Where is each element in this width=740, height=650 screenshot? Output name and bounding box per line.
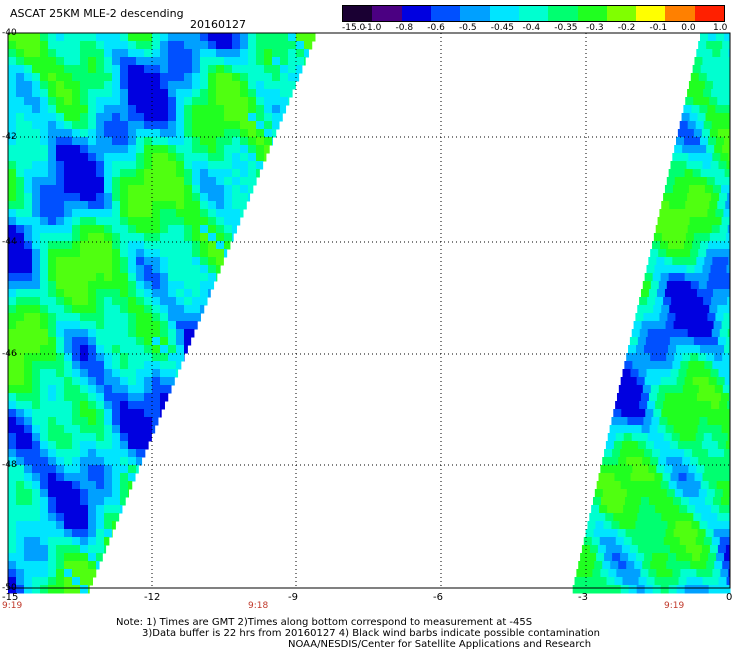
colorbar-tick-label: -15.0: [342, 23, 366, 33]
colorbar-swatch: [372, 6, 402, 21]
time-label-left: 9:19: [2, 601, 23, 611]
time-label-mid: 9:18: [248, 601, 269, 611]
note-line-1: Note: 1) Times are GMT 2)Times along bot…: [116, 617, 533, 628]
colorbar-tick-label: -0.3: [586, 23, 604, 33]
latitude-tick-label: -44: [2, 237, 17, 247]
latitude-tick-label: -50: [2, 583, 17, 593]
date-label: 20160127: [190, 18, 246, 31]
colorbar-swatch: [577, 6, 607, 21]
longitude-tick-label: -3: [578, 592, 588, 603]
latitude-tick-label: -46: [2, 349, 17, 359]
colorbar-swatch: [518, 6, 549, 21]
colorbar-swatch: [430, 6, 461, 21]
colorbar-tick-label: -1.0: [363, 23, 382, 33]
colorbar-swatch: [460, 6, 490, 21]
longitude-tick-label: 0: [726, 592, 733, 603]
colorbar-tick-label: -0.1: [649, 23, 668, 33]
colorbar-tick-label: -0.8: [395, 23, 414, 33]
time-label-right: 9:19: [664, 601, 685, 611]
product-title: ASCAT 25KM MLE-2 descending: [10, 7, 184, 20]
colorbar-tick-label: -0.4: [522, 23, 541, 33]
colorbar: [342, 5, 725, 22]
colorbar-tick-label: -0.45: [490, 23, 515, 33]
longitude-tick-label: -15: [2, 592, 19, 603]
colorbar-swatch: [548, 6, 578, 21]
colorbar-swatch: [489, 6, 519, 21]
longitude-tick-label: -9: [288, 592, 298, 603]
colorbar-tick-label: 1.0: [713, 23, 728, 33]
note-line-2: 3)Data buffer is 22 hrs from 20160127 4)…: [142, 628, 600, 639]
longitude-tick-label: -6: [433, 592, 443, 603]
colorbar-swatch: [636, 6, 666, 21]
latitude-tick-label: -42: [2, 132, 17, 142]
colorbar-swatch: [606, 6, 637, 21]
colorbar-swatch: [343, 6, 373, 21]
note-line-3: NOAA/NESDIS/Center for Satellite Applica…: [288, 639, 592, 650]
colorbar-tick-label: -0.5: [459, 23, 477, 33]
latitude-tick-label: -40: [2, 28, 17, 38]
colorbar-tick-label: -0.2: [617, 23, 636, 33]
colorbar-swatch: [401, 6, 431, 21]
colorbar-tick-label: -0.35: [554, 23, 578, 33]
colorbar-swatch: [694, 6, 725, 21]
colorbar-tick-label: 0.0: [681, 23, 696, 33]
longitude-tick-label: -12: [144, 592, 161, 603]
colorbar-swatch: [665, 6, 695, 21]
colorbar-tick-label: -0.6: [427, 23, 445, 33]
map-frame: [7, 32, 731, 589]
latitude-tick-label: -48: [2, 460, 17, 470]
